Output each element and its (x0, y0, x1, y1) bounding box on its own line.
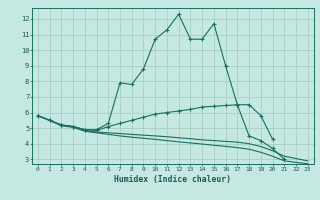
X-axis label: Humidex (Indice chaleur): Humidex (Indice chaleur) (114, 175, 231, 184)
